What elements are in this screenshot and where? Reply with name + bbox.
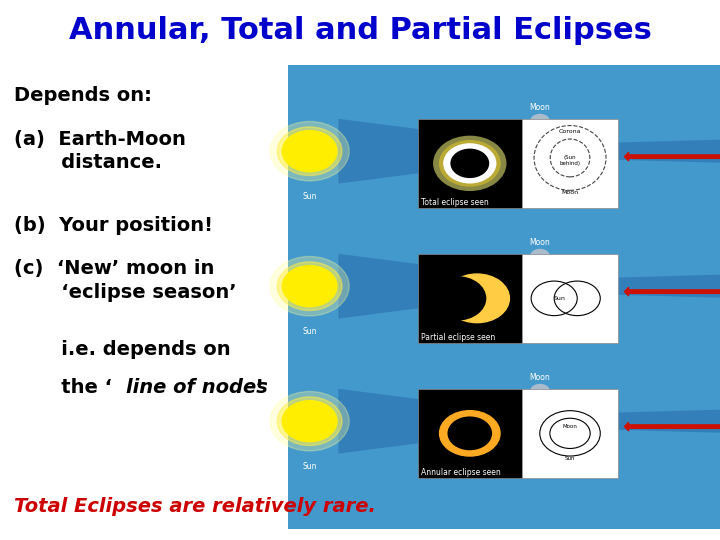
Circle shape <box>270 392 349 451</box>
Bar <box>418 254 522 343</box>
Bar <box>522 254 618 343</box>
Text: Sun: Sun <box>302 462 317 471</box>
Circle shape <box>277 262 342 310</box>
Text: Moon: Moon <box>530 373 550 382</box>
Text: (b)  Your position!: (b) Your position! <box>14 216 213 235</box>
Text: Annular, Total and Partial Eclipses: Annular, Total and Partial Eclipses <box>68 16 652 45</box>
Text: the ‘: the ‘ <box>14 378 112 397</box>
Circle shape <box>277 127 342 176</box>
Text: Annular eclipse seen: Annular eclipse seen <box>421 468 501 477</box>
Text: i.e. depends on: i.e. depends on <box>14 340 231 359</box>
Text: ’: ’ <box>256 378 263 397</box>
Circle shape <box>444 144 496 183</box>
Text: Moon: Moon <box>530 238 550 247</box>
Circle shape <box>270 122 349 181</box>
Circle shape <box>428 276 486 320</box>
Text: (c)  ‘New’ moon in
       ‘eclipse season’: (c) ‘New’ moon in ‘eclipse season’ <box>14 259 237 302</box>
Polygon shape <box>338 254 720 319</box>
Circle shape <box>451 149 489 177</box>
Polygon shape <box>338 119 720 184</box>
Text: (a)  Earth-Moon
       distance.: (a) Earth-Moon distance. <box>14 130 186 172</box>
Circle shape <box>445 274 510 322</box>
Text: Sun: Sun <box>302 327 317 336</box>
Circle shape <box>282 131 337 172</box>
Text: Moon: Moon <box>562 191 579 195</box>
Circle shape <box>439 140 500 186</box>
Text: Total eclipse seen: Total eclipse seen <box>421 198 489 207</box>
Circle shape <box>434 137 506 191</box>
Circle shape <box>531 249 549 264</box>
Bar <box>522 119 618 208</box>
Circle shape <box>531 114 549 129</box>
Bar <box>418 389 522 478</box>
Text: Partial eclipse seen: Partial eclipse seen <box>421 333 495 342</box>
Text: Moon: Moon <box>562 424 577 429</box>
Text: Sun: Sun <box>564 456 575 461</box>
Bar <box>288 65 720 529</box>
Text: Depends on:: Depends on: <box>14 86 152 105</box>
Bar <box>418 119 522 208</box>
Circle shape <box>531 384 549 399</box>
Text: Total Eclipses are relatively rare.: Total Eclipses are relatively rare. <box>14 497 377 516</box>
Bar <box>522 389 618 478</box>
Circle shape <box>448 417 492 449</box>
Text: Sun: Sun <box>553 296 565 301</box>
Text: (Sun
behind): (Sun behind) <box>559 156 580 166</box>
Circle shape <box>282 266 337 307</box>
Text: Corona: Corona <box>559 129 581 133</box>
Circle shape <box>282 401 337 442</box>
Polygon shape <box>338 389 720 454</box>
Text: line of nodes: line of nodes <box>126 378 268 397</box>
Circle shape <box>270 256 349 316</box>
Circle shape <box>439 410 500 456</box>
Text: Sun: Sun <box>302 192 317 201</box>
Text: Moon: Moon <box>530 103 550 112</box>
Circle shape <box>277 397 342 445</box>
